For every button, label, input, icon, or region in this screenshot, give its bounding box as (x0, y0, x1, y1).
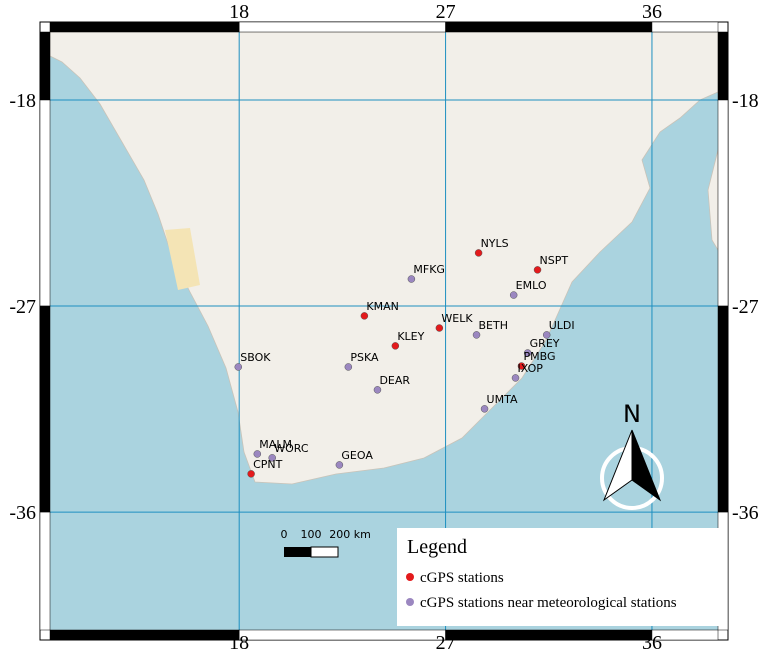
frame-segment (39, 99, 51, 307)
y-tick-label: -18 (9, 90, 36, 112)
station-label: IXOP (518, 362, 544, 375)
scale-label: 0 (281, 528, 288, 541)
frame-segment (49, 21, 240, 33)
station-label: PMBG (523, 350, 555, 363)
frame-segment (717, 31, 729, 101)
station-label: GREY (530, 337, 560, 350)
station-marker (335, 461, 344, 469)
frame-segment (445, 629, 653, 641)
station-marker (480, 405, 489, 413)
station-marker (523, 349, 532, 357)
frame-segment (445, 21, 653, 33)
station-label: KLEY (397, 330, 424, 343)
north-arrow: N (600, 400, 664, 510)
y-tick-label: -36 (9, 502, 36, 524)
x-tick-label: 18 (229, 632, 249, 652)
legend-marker (406, 573, 414, 581)
frame-segment (238, 21, 446, 33)
scale-label: 100 (301, 528, 322, 541)
station-marker (247, 470, 255, 478)
station-marker (268, 454, 276, 462)
north-label: N (623, 400, 641, 428)
station-marker (517, 362, 526, 370)
y-tick-label: -27 (732, 296, 759, 318)
station-label: CPNT (253, 458, 283, 471)
scale-bar: 0 100 200 km (281, 528, 371, 558)
legend-title: Legend (407, 536, 467, 558)
station-label: DEAR (379, 374, 410, 387)
x-tick-label: 27 (436, 1, 456, 23)
station-marker (542, 331, 551, 339)
x-tick-label: 18 (229, 1, 249, 23)
station-label: NYLS (481, 237, 509, 250)
station-label: SBOK (240, 351, 271, 364)
station-marker (234, 363, 243, 371)
x-tick-label: 36 (642, 1, 662, 23)
frame-segment (39, 31, 51, 101)
frame-segment (238, 629, 446, 641)
station-label: WELK (441, 312, 473, 325)
desert (165, 228, 200, 290)
frame-segment (39, 305, 51, 513)
frame-segment (717, 99, 729, 307)
station-marker (472, 331, 481, 339)
station-marker (435, 324, 444, 332)
legend-label: cGPS stations (420, 570, 504, 586)
y-tick-label: -18 (732, 90, 759, 112)
scale-label: 200 km (329, 528, 371, 541)
station-marker (253, 450, 262, 458)
station-label: WORC (274, 442, 309, 455)
station-marker (373, 386, 382, 394)
station-label: MALM (259, 438, 292, 451)
station-label: BETH (479, 319, 509, 332)
frame-segment (651, 21, 719, 33)
station-label: UMTA (487, 393, 518, 406)
legend-marker (406, 598, 414, 606)
legend-label: cGPS stations near meteorological statio… (420, 595, 677, 611)
station-label: MFKG (413, 263, 445, 276)
frame-segment (39, 511, 51, 631)
frame-segment (717, 305, 729, 513)
station-marker (407, 275, 416, 283)
station-marker (509, 291, 518, 299)
x-tick-label: 27 (436, 632, 456, 652)
station-marker (360, 312, 369, 320)
frame-segment (651, 629, 719, 641)
x-tick-label: 36 (642, 632, 662, 652)
station-label: ULDI (549, 319, 575, 332)
legend: Legend cGPS stations cGPS stations near … (397, 528, 720, 626)
y-tick-label: -27 (9, 296, 36, 318)
station-label: GEOA (341, 449, 373, 462)
station-label: EMLO (516, 279, 547, 292)
station-marker (391, 342, 400, 350)
frame-segment (49, 629, 240, 641)
station-label: KMAN (366, 300, 398, 313)
station-marker (511, 374, 520, 382)
station-marker (344, 363, 353, 371)
station-label: PSKA (350, 351, 379, 364)
land (49, 31, 719, 485)
station-marker (533, 266, 542, 274)
station-marker (474, 249, 483, 257)
station-label: NSPT (540, 254, 569, 267)
y-tick-label: -36 (732, 502, 759, 524)
